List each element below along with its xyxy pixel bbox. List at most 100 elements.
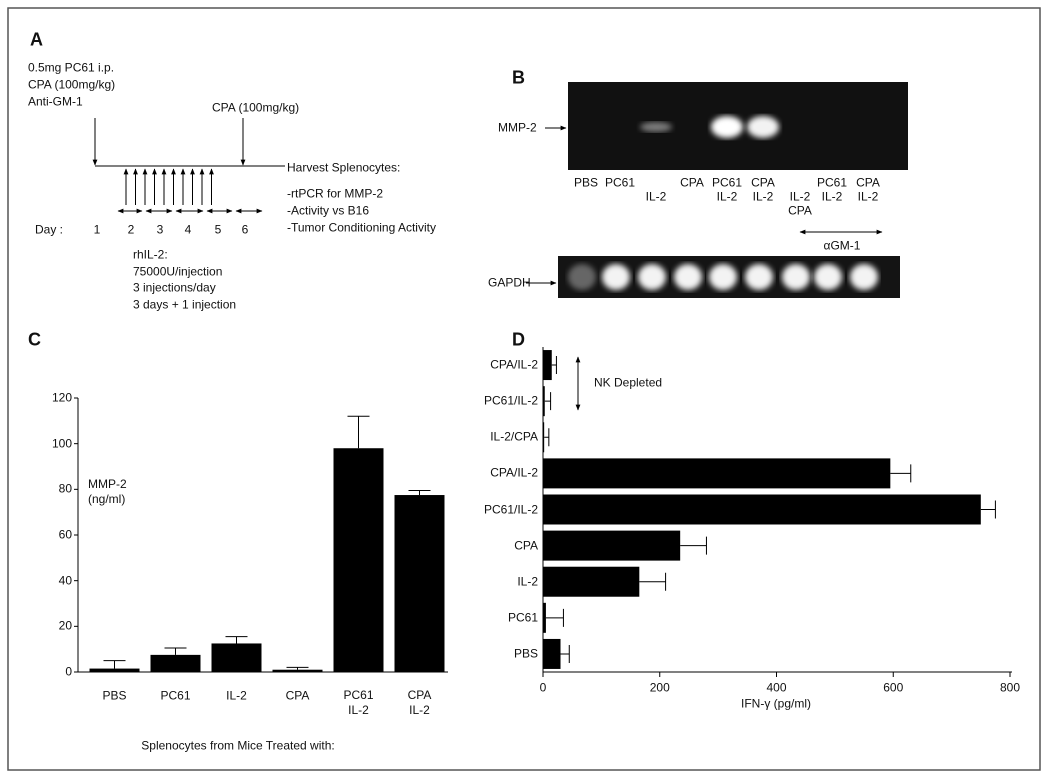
error-bar [639, 572, 667, 591]
treatment-text: CPA (100mg/kg) [28, 77, 116, 92]
bar [272, 669, 323, 672]
x-tick-label: 600 [883, 680, 904, 695]
band [782, 264, 810, 290]
x-tick-label: PBS [102, 688, 127, 703]
error-bar [544, 428, 550, 447]
panel-label: B [512, 67, 525, 88]
x-tick-label: 200 [649, 680, 670, 695]
lane-label: PC61 [816, 175, 848, 190]
lane-label: IL-2 [821, 189, 843, 204]
band [674, 264, 702, 290]
y-tick-label: CPA/IL-2 [490, 465, 538, 480]
annotation: MMP-2 (ng/ml) [88, 477, 127, 506]
y-tick-label: 40 [58, 573, 72, 588]
band [709, 264, 737, 290]
bar [543, 602, 546, 633]
error-bar [980, 500, 996, 519]
y-tick-label: PBS [513, 646, 538, 661]
lane-label: IL-2 [857, 189, 879, 204]
il2-text: 3 days + 1 injection [133, 297, 237, 311]
error-bar [680, 536, 707, 555]
bar [333, 448, 384, 672]
x-tick-label: 0 [539, 680, 547, 695]
bar [89, 668, 140, 672]
y-tick-label: PC61 [507, 610, 538, 625]
error-bar [560, 644, 570, 663]
x-tick-label: 400 [766, 680, 787, 695]
band-label: MMP-2 [498, 120, 537, 135]
bar [543, 494, 981, 525]
lane-label: IL-2 [645, 189, 667, 204]
bar [394, 495, 445, 672]
band [814, 264, 842, 290]
lane-label: CPA [788, 203, 812, 218]
error-bar [225, 636, 248, 644]
error-bar [286, 666, 309, 670]
error-bar [551, 356, 557, 375]
bar [150, 654, 201, 672]
x-axis-label: IFN-γ (pg/ml) [741, 696, 811, 711]
bar [211, 643, 262, 672]
x-tick-label: CPA IL-2 [407, 688, 432, 717]
il2-text: 75000U/injection [133, 264, 223, 278]
band [638, 264, 666, 290]
y-tick-label: IL-2/CPA [490, 429, 538, 444]
harvest-title: Harvest Splenocytes: [287, 160, 401, 175]
bar [543, 386, 545, 417]
lane-label: IL-2 [716, 189, 738, 204]
y-tick-label: 20 [58, 618, 72, 633]
day: 3 [156, 222, 164, 237]
x-axis-label: Splenocytes from Mice Treated with: [141, 738, 335, 753]
y-tick-label: 60 [58, 527, 72, 542]
bar [543, 422, 545, 453]
x-tick-label: IL-2 [226, 688, 247, 703]
panel-label: A [30, 29, 43, 50]
day: 5 [214, 222, 222, 237]
panel-label: D [512, 329, 525, 350]
error-bar [408, 489, 431, 496]
error-bar [545, 608, 564, 627]
harvest-item: -Activity vs B16 [287, 203, 370, 218]
day: 2 [127, 222, 135, 237]
day-label: Day : [35, 222, 64, 237]
harvest-item: -rtPCR for MMP-2 [287, 186, 383, 201]
bar [543, 638, 561, 669]
lane-label: PBS [573, 175, 599, 190]
y-tick-label: 80 [58, 481, 72, 496]
y-tick-label: PC61/IL-2 [483, 393, 538, 408]
band [747, 116, 779, 138]
x-tick-label: CPA [285, 688, 310, 703]
lane-label: IL-2 [752, 189, 774, 204]
lane-label: CPA [680, 175, 704, 190]
bar [543, 566, 640, 597]
x-tick-label: PC61 [160, 688, 191, 703]
band-label: GAPDH [488, 275, 531, 290]
annotation: NK Depleted [594, 375, 663, 390]
error-bar [890, 464, 912, 483]
y-tick-label: IL-2 [517, 574, 538, 589]
lane-label: CPA [751, 175, 775, 190]
frame [7, 7, 1041, 771]
il2-text: rhIL-2: [133, 247, 168, 262]
band [850, 264, 878, 290]
il2-text: 3 injections/day [133, 280, 216, 295]
y-tick-label: 100 [51, 436, 72, 451]
lane-label: PC61 [711, 175, 743, 190]
y-tick-label: 0 [65, 664, 72, 679]
error-bar [544, 392, 552, 411]
y-tick-label: 120 [51, 390, 72, 405]
y-tick-label: CPA [514, 538, 538, 553]
x-tick-label: 800 [999, 680, 1021, 695]
band [568, 264, 596, 290]
treatment-text: CPA (100mg/kg) [212, 100, 300, 115]
treatment-text: 0.5mg PC61 i.p. [28, 60, 115, 75]
lane-label: IL-2 [789, 189, 811, 204]
bar [543, 458, 891, 489]
band [640, 122, 672, 132]
y-tick-label: PC61/IL-2 [483, 502, 538, 516]
error-bar [103, 660, 126, 669]
bar [543, 530, 681, 561]
error-bar [347, 415, 370, 449]
